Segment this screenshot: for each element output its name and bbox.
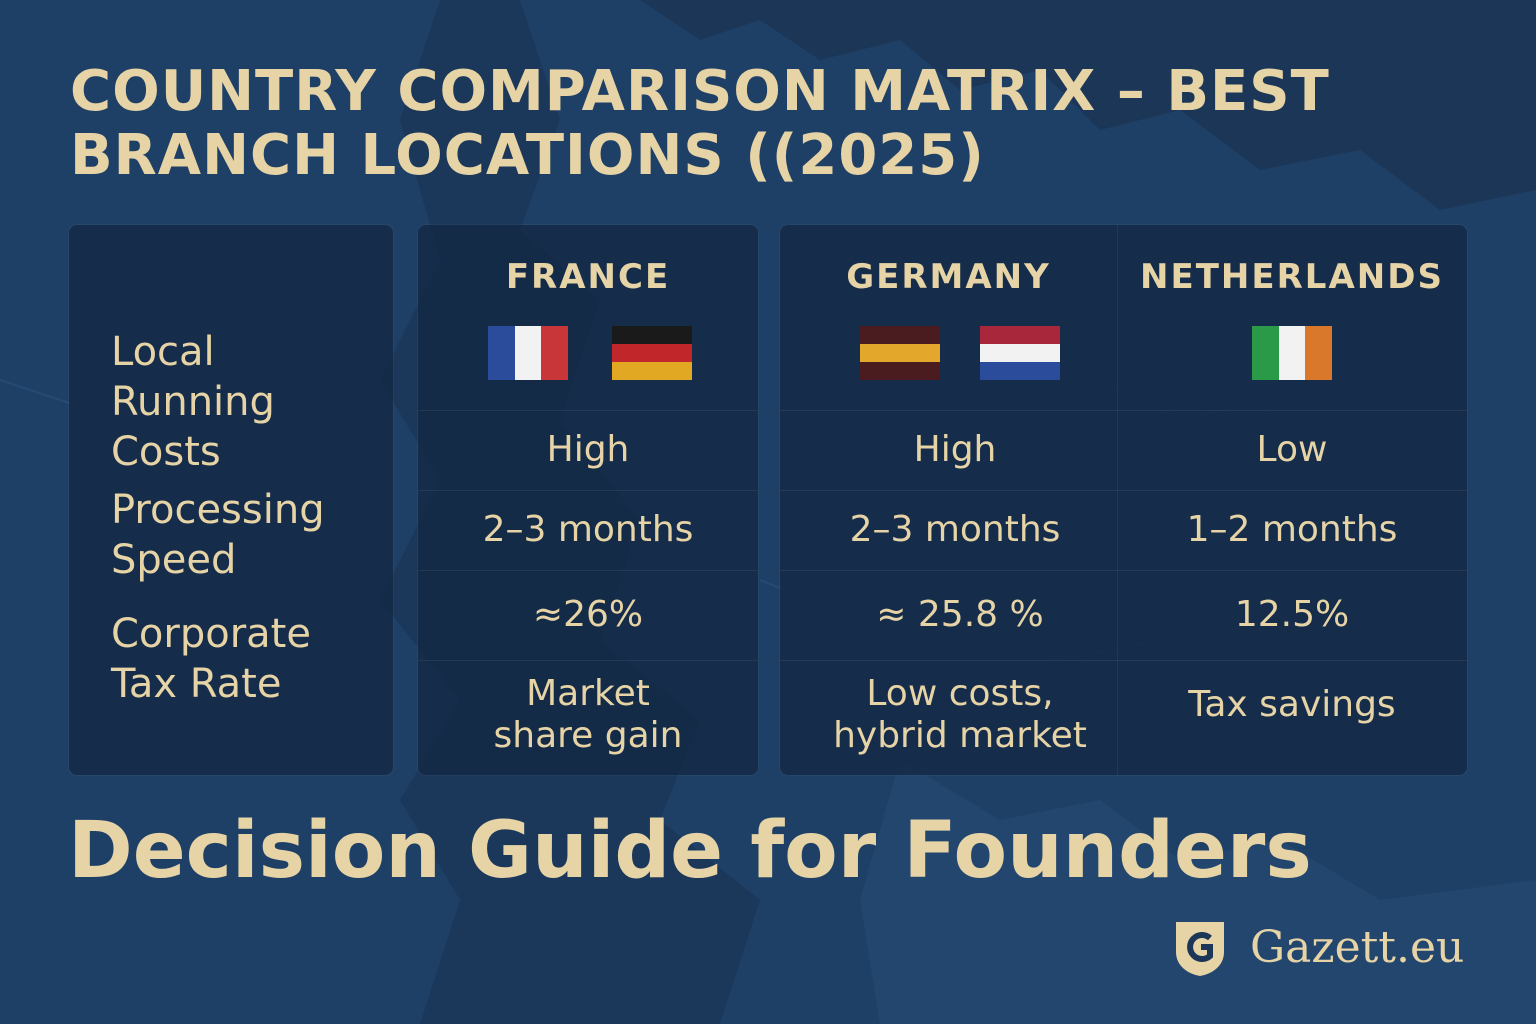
footer-title: Decision Guide for Founders: [68, 806, 1312, 896]
row-label-line: Processing: [111, 487, 325, 533]
benefit-line: hybrid market: [833, 715, 1087, 756]
benefit-line: share gain: [493, 715, 683, 756]
row-label-line: Speed: [111, 537, 237, 583]
row-divider: [418, 410, 758, 411]
row-divider: [418, 570, 758, 571]
germany-flag-variant-icon: [860, 326, 940, 380]
benefit-line: Market: [526, 673, 650, 714]
row-label-line: Running Costs: [111, 379, 275, 475]
cell-running-costs: Low: [1256, 429, 1328, 470]
brand-mark[interactable]: Gazett.eu: [1172, 918, 1472, 978]
cell-running-costs: High: [913, 429, 997, 470]
page-title: COUNTRY COMPARISON MATRIX – BEST BRANCH …: [70, 59, 1330, 188]
column-header-country: NETHERLANDS: [1140, 257, 1444, 297]
france-flag-icon: [488, 326, 569, 380]
column-header-country: FRANCE: [505, 257, 671, 297]
cell-processing-speed: 2–3 months: [849, 509, 1061, 550]
row-divider: [780, 660, 1467, 661]
netherlands-flag-icon: [980, 326, 1060, 380]
brand-name: Gazett.eu: [1250, 922, 1465, 973]
row-label-line: Local: [111, 329, 215, 375]
column-header-country: GERMANY: [846, 257, 1051, 297]
cell-benefit: Tax savings: [1188, 684, 1396, 725]
cell-corporate-tax: 12.5%: [1234, 594, 1350, 635]
cell-processing-speed: 2–3 months: [482, 509, 694, 550]
row-divider: [780, 570, 1467, 571]
columns-germany-netherlands: GERMANY NETHERLANDS High Low 2–3 months …: [780, 225, 1467, 775]
cell-benefit: Market share gain: [418, 660, 758, 770]
row-label-line: Corporate: [111, 611, 311, 657]
cell-benefit: Low costs, hybrid market: [780, 660, 1140, 770]
row-label-corporate-tax: Corporate Tax Rate: [111, 609, 311, 709]
row-divider: [780, 410, 1467, 411]
cell-corporate-tax: ≈ 25.8 %: [876, 594, 1044, 635]
ireland-flag-icon: [1252, 326, 1333, 380]
cell-running-costs: High: [546, 429, 630, 470]
row-label-line: Tax Rate: [111, 661, 282, 707]
row-divider: [418, 490, 758, 491]
column-france: FRANCE High 2–3 months ≈26% Market share…: [418, 225, 758, 775]
column-divider: [1117, 225, 1118, 775]
germany-flag-icon: [612, 326, 692, 380]
row-labels-panel: Local Running Costs Processing Speed Cor…: [69, 225, 393, 775]
row-label-running-costs: Local Running Costs: [111, 327, 393, 477]
row-divider: [418, 660, 758, 661]
gazett-shield-logo-icon: [1176, 922, 1224, 976]
row-label-processing-speed: Processing Speed: [111, 485, 325, 585]
cell-processing-speed: 1–2 months: [1186, 509, 1398, 550]
row-divider: [780, 490, 1467, 491]
benefit-line: Low costs,: [866, 673, 1054, 714]
cell-corporate-tax: ≈26%: [532, 594, 644, 635]
